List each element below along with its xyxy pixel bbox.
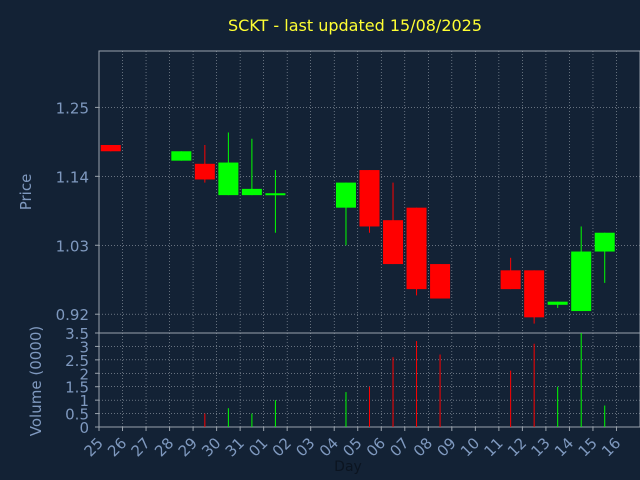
price-ytick-label: 1.14 xyxy=(56,168,89,186)
candle-body xyxy=(383,220,404,265)
x-axis-label: Day xyxy=(334,459,362,475)
candle-body xyxy=(500,270,521,290)
volume-axis-label: Volume (0000) xyxy=(27,326,45,436)
volume-ytick-label: 1.5 xyxy=(65,379,89,397)
candle-body xyxy=(594,232,615,252)
x-tick-label: 25 xyxy=(81,434,107,460)
x-tick-label: 07 xyxy=(386,434,412,460)
price-ytick-label: 1.25 xyxy=(56,99,89,117)
x-tick-label: 27 xyxy=(128,434,154,460)
x-tick-label: 01 xyxy=(245,434,271,460)
x-tick-label: 11 xyxy=(480,434,506,460)
candle-body xyxy=(194,163,215,180)
price-panel: 1.25 1.14 1.03 0.92 xyxy=(56,50,640,334)
volume-ytick-label: 1 xyxy=(79,392,89,410)
volume-ytick-label: 2 xyxy=(79,365,89,383)
candle-body xyxy=(218,162,239,196)
x-tick-label: 26 xyxy=(104,434,130,460)
candle-body xyxy=(524,270,545,318)
candle-body xyxy=(547,301,568,305)
volume-ytick-label: 2.5 xyxy=(65,352,89,370)
x-tick-label: 12 xyxy=(504,434,530,460)
volume-ytick-label: 3.5 xyxy=(65,325,89,343)
price-ytick-label: 1.03 xyxy=(56,237,89,255)
x-tick-label: 16 xyxy=(598,434,624,460)
x-tick-label: 10 xyxy=(457,434,483,460)
x-tick-label: 03 xyxy=(292,434,318,460)
x-tick-label: 15 xyxy=(575,434,601,460)
x-tick-label: 30 xyxy=(198,434,224,460)
x-tick-label: 28 xyxy=(151,434,177,460)
candle-body xyxy=(241,188,262,196)
volume-ytick-label: 3 xyxy=(79,338,89,356)
x-tick-label: 13 xyxy=(528,434,554,460)
candle-body xyxy=(265,193,286,196)
x-tick-label: 09 xyxy=(433,434,459,460)
x-tick-label: 31 xyxy=(222,434,248,460)
volume-panel: 3.532.521.510.50 xyxy=(65,325,640,437)
x-tick-label: 08 xyxy=(410,434,436,460)
price-axis-label: Price xyxy=(17,174,35,211)
x-tick-label: 14 xyxy=(551,434,577,460)
price-ytick-label: 0.92 xyxy=(56,306,89,324)
chart-title: SCKT - last updated 15/08/2025 xyxy=(228,16,482,35)
candle-body xyxy=(359,170,380,227)
candle-body xyxy=(171,151,192,161)
x-tick-label: 06 xyxy=(363,434,389,460)
volume-ytick-label: 0.5 xyxy=(65,406,89,424)
candle-body xyxy=(430,264,451,299)
x-tick-label: 02 xyxy=(269,434,295,460)
x-tick-label: 04 xyxy=(316,434,342,460)
x-tick-label: 29 xyxy=(175,434,201,460)
candle-body xyxy=(335,182,356,208)
candle-body xyxy=(406,207,427,290)
candle-body xyxy=(100,145,121,152)
volume-ytick-label: 0 xyxy=(79,419,89,437)
x-tick-label: 05 xyxy=(339,434,365,460)
candle-body xyxy=(571,251,592,312)
x-axis-ticks: 2526272829303101020304050607080910111213… xyxy=(81,427,624,460)
